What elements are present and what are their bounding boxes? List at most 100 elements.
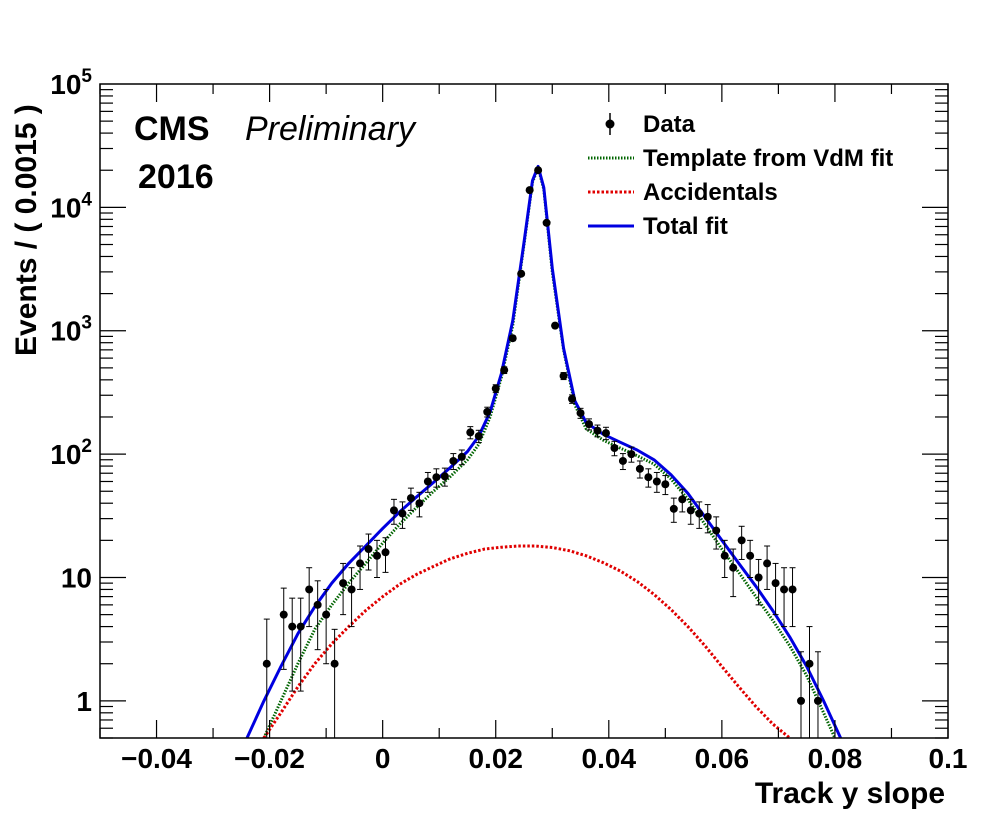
data-point [364,533,373,571]
y-tick-label: 105 [50,66,92,100]
data-point [483,406,492,418]
data-point [406,487,415,511]
data-marker [423,477,432,486]
data-point [288,597,297,692]
data-point [466,426,475,440]
data-marker [491,384,500,393]
data-marker [703,512,712,521]
data-marker [474,432,483,441]
data-point [610,440,619,457]
x-tick-label: 0 [375,743,391,774]
data-point [635,460,644,479]
data-marker [576,409,585,418]
data-marker [288,622,297,631]
data-point [398,501,407,529]
data-point [534,166,543,175]
data-point [754,558,763,606]
data-point [712,516,721,550]
data-marker [585,420,594,429]
data-marker [805,659,814,668]
data-point [788,567,797,628]
data-marker [322,610,331,619]
data-point [568,394,577,404]
y-tick-label: 103 [50,313,92,347]
y-tick-label: 1 [76,686,92,717]
data-marker [466,428,475,437]
data-marker [364,545,373,554]
data-marker [788,585,797,594]
data-point [780,567,789,628]
tick-labels: −0.04 −0.02 0 0.02 0.04 0.06 0.08 0.1 1 10 102 103 1… [50,66,967,774]
data-marker [313,600,322,609]
data-point [576,407,585,419]
data-marker [601,429,610,438]
year-label: 2016 [138,158,214,196]
data-marker [398,509,407,518]
data-marker [525,186,534,195]
legend-label-template: Template from VdM fit [643,145,893,172]
data-point [737,525,746,560]
data-marker [686,506,695,515]
y-axis-label: Events / ( 0.0015 ) [10,104,43,356]
data-point [381,537,390,573]
legend-entry-template: Template from VdM fit [588,145,893,172]
data-marker [771,579,780,588]
data-point [457,449,466,466]
data-point [771,562,780,616]
data-marker [652,477,661,486]
data-marker [381,548,390,557]
data-point [746,539,755,578]
data-marker [720,551,729,560]
plot-frame [99,83,949,739]
data-point [703,504,712,534]
data-point [432,468,441,488]
data-marker [542,218,551,227]
data-marker [661,480,670,489]
data-marker [568,394,577,403]
x-tick-label: 0.1 [929,743,968,774]
data-marker [746,551,755,560]
data-point [678,488,687,513]
data-marker [618,456,627,465]
legend-entry-data: Data [605,111,696,138]
x-tick-label: 0.04 [582,743,637,774]
experiment-label: CMS [134,110,210,148]
axis-ticks [99,84,949,739]
data-marker [440,472,449,481]
data-point [525,186,534,195]
data-point [593,424,602,438]
data-point [661,475,670,496]
x-axis-label: Track y slope [755,777,945,810]
data-point [763,545,772,590]
data-marker [432,473,441,482]
legend: Data Template from VdM fit Accidentals T… [588,111,893,240]
legend-label-accidentals: Accidentals [643,179,778,206]
data-marker [415,499,424,508]
data-marker [500,366,509,375]
data-marker [449,456,458,465]
data-marker [356,559,365,568]
data-point [322,588,331,665]
data-point [618,453,627,471]
data-marker [262,659,271,668]
data-point [440,467,449,487]
data-point [474,429,483,444]
data-point [686,498,695,525]
x-tick-label: 0.08 [808,743,863,774]
x-tick-label: −0.04 [121,743,192,774]
data-marker [347,585,356,594]
data-marker [610,444,619,453]
data-marker [517,269,526,278]
data-point [347,567,356,628]
data-point [262,618,271,739]
data-marker [483,407,492,416]
x-tick-label: −0.02 [234,743,305,774]
data-marker [813,696,822,705]
data-points-layer [262,166,822,739]
data-marker [457,452,466,461]
data-marker [797,696,806,705]
data-point [695,501,704,529]
data-point [652,471,661,493]
data-marker [373,551,382,560]
